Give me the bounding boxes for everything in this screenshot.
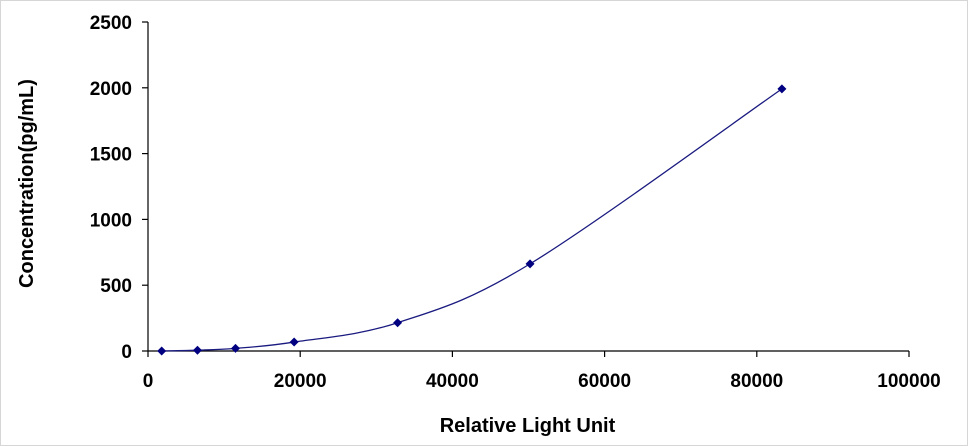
x-axis-ticks: 0 20000 40000 60000 80000 100000 [143, 351, 941, 392]
x-axis-title: Relative Light Unit [440, 415, 616, 437]
y-tick-label: 2500 [90, 13, 132, 34]
x-tick-label: 20000 [274, 371, 327, 392]
data-point-marker [231, 343, 241, 353]
data-point-marker [289, 337, 299, 347]
x-tick-label: 40000 [426, 371, 479, 392]
x-tick-label: 100000 [877, 371, 940, 392]
y-axis-ticks: 0 500 1000 1500 2000 2500 [90, 13, 148, 363]
y-tick-label: 1000 [90, 210, 132, 231]
data-point-marker [192, 345, 202, 355]
data-points [157, 84, 787, 356]
y-tick-label: 2000 [90, 79, 132, 100]
axes [147, 22, 909, 352]
data-point-marker [157, 346, 167, 356]
x-tick-label: 60000 [578, 371, 631, 392]
y-tick-label: 1500 [90, 145, 132, 166]
y-tick-label: 0 [121, 342, 132, 363]
y-tick-label: 500 [100, 276, 132, 297]
data-point-marker [393, 318, 403, 328]
x-tick-label: 80000 [730, 371, 783, 392]
data-point-marker [777, 84, 787, 94]
trend-curve [161, 88, 783, 352]
y-axis-title: Concentration(pg/mL) [16, 79, 38, 288]
data-point-marker [525, 259, 535, 269]
x-tick-label: 0 [143, 371, 154, 392]
